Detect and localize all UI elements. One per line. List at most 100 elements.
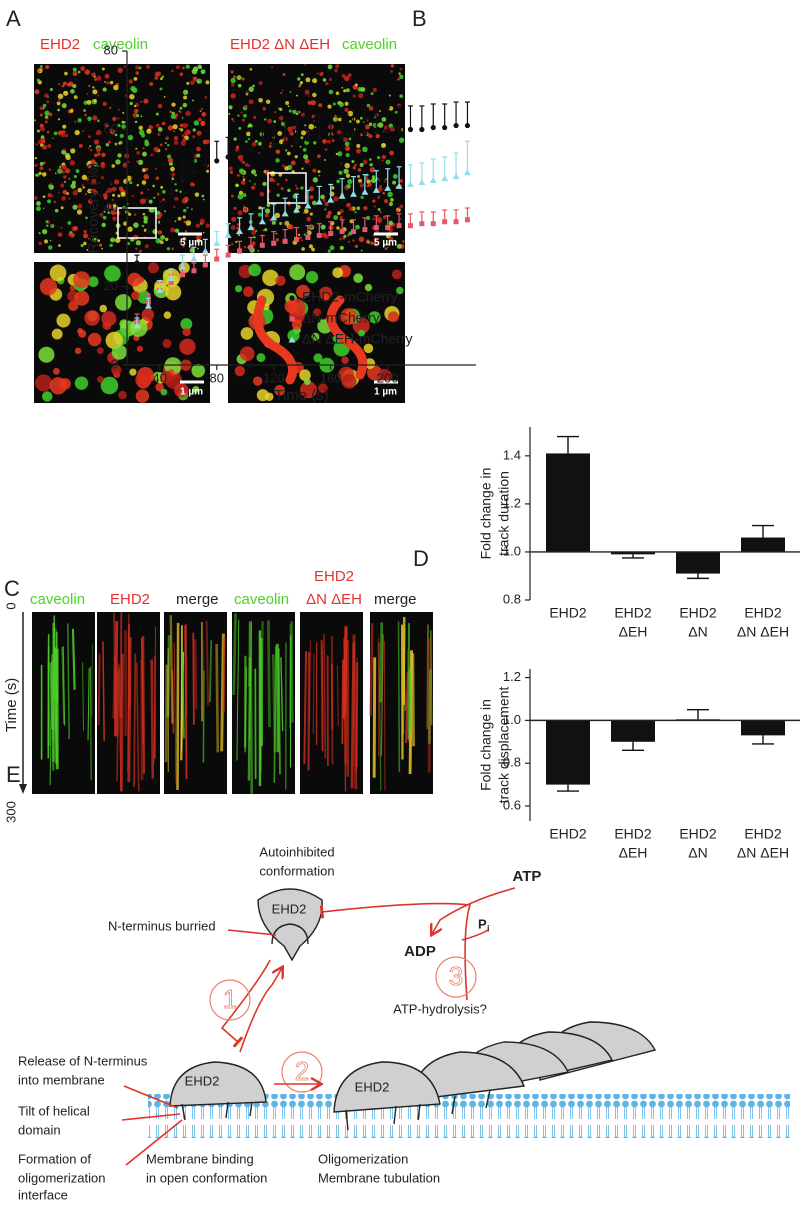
texture [43, 207, 45, 209]
panel-title: EHD2 ΔN ΔEH [230, 36, 330, 53]
texture [129, 181, 132, 184]
texture [241, 180, 246, 185]
texture [35, 374, 52, 391]
texture [111, 164, 115, 168]
texture [280, 108, 283, 111]
texture [280, 92, 282, 94]
texture [109, 107, 111, 109]
texture [320, 72, 323, 75]
texture [160, 235, 165, 240]
texture [234, 613, 236, 695]
texture [284, 166, 288, 170]
texture [200, 219, 205, 224]
marker [237, 150, 242, 155]
marker [203, 262, 208, 267]
texture [251, 169, 256, 174]
texture [68, 198, 70, 200]
texture [34, 119, 36, 121]
marker [430, 177, 437, 183]
texture [345, 146, 350, 151]
marker [213, 240, 220, 246]
texture [186, 82, 189, 85]
texture [345, 141, 350, 146]
marker [294, 237, 299, 242]
marker [351, 131, 356, 136]
marker [283, 239, 288, 244]
column-header: EHD2 [314, 568, 354, 585]
x-tick-label: EHD2 [744, 605, 782, 621]
texture [93, 99, 96, 102]
kymographs [32, 612, 433, 794]
texture [371, 178, 376, 183]
texture [75, 348, 82, 355]
texture [36, 206, 41, 211]
texture [165, 284, 181, 300]
texture [389, 151, 394, 156]
texture [140, 192, 143, 195]
texture [179, 339, 195, 355]
marker [339, 133, 344, 138]
texture [55, 172, 57, 174]
texture [111, 183, 113, 185]
texture [54, 132, 58, 136]
texture [128, 135, 134, 141]
texture [369, 163, 372, 166]
texture [333, 196, 338, 201]
texture [275, 276, 285, 286]
texture [349, 138, 352, 141]
marker [328, 135, 333, 140]
texture [334, 69, 338, 73]
texture [70, 109, 74, 113]
texture [162, 122, 165, 125]
texture [42, 391, 52, 401]
texture [130, 177, 132, 179]
marker [146, 229, 151, 234]
texture [49, 168, 52, 171]
texture [157, 211, 160, 214]
texture [224, 637, 225, 712]
texture [356, 149, 361, 154]
texture [149, 82, 153, 86]
texture [107, 188, 112, 193]
texture [50, 240, 52, 242]
texture [400, 68, 403, 71]
texture [51, 195, 53, 197]
texture [62, 125, 66, 129]
texture [118, 391, 126, 399]
texture [50, 88, 53, 91]
texture [275, 149, 280, 154]
marker [408, 127, 413, 132]
protein-label: EHD2 [185, 1073, 220, 1088]
texture [323, 78, 327, 82]
texture [65, 134, 69, 138]
texture [94, 153, 98, 157]
texture [379, 110, 381, 112]
texture [182, 117, 184, 119]
column-header: merge [176, 591, 219, 608]
texture [233, 75, 236, 78]
texture [83, 109, 86, 112]
marker [180, 178, 185, 183]
texture [34, 164, 37, 167]
texture [299, 111, 301, 113]
label: P [478, 916, 487, 931]
texture [303, 148, 307, 152]
texture [58, 232, 63, 237]
texture [174, 183, 176, 185]
texture [369, 135, 373, 139]
texture [372, 199, 375, 202]
texture [96, 76, 101, 81]
texture [344, 108, 348, 112]
texture [298, 234, 300, 236]
texture [233, 137, 236, 140]
texture [81, 244, 84, 247]
texture [184, 221, 186, 223]
texture [37, 79, 40, 82]
texture [265, 392, 274, 401]
texture [328, 211, 332, 215]
texture [332, 139, 335, 142]
texture [254, 183, 256, 185]
texture [311, 248, 315, 252]
texture [238, 194, 244, 200]
texture [205, 139, 210, 144]
